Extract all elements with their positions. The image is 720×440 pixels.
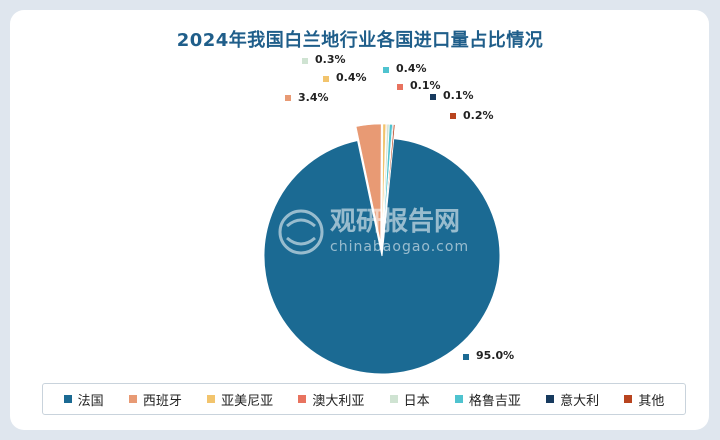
- label-marker-7: [430, 94, 436, 100]
- legend-label: 西班牙: [142, 393, 182, 409]
- legend-item-3: 亚美尼亚: [207, 390, 273, 409]
- data-label-2: 3.4%: [298, 91, 329, 104]
- label-marker-1: [463, 354, 469, 360]
- legend-swatch: [298, 395, 307, 403]
- label-marker-8: [450, 113, 456, 119]
- pie-slice-8: [383, 124, 396, 243]
- legend-label: 日本: [403, 393, 430, 409]
- legend-item-6: 格鲁吉亚: [454, 390, 521, 409]
- legend-swatch: [128, 395, 137, 403]
- legend-item-1: 法国: [63, 390, 104, 409]
- data-label-5: 0.3%: [315, 53, 346, 66]
- label-marker-3: [323, 76, 329, 82]
- legend-item-8: 其他: [624, 390, 664, 409]
- legend-label: 法国: [77, 393, 104, 409]
- label-marker-2: [285, 95, 291, 101]
- label-marker-6: [383, 67, 389, 73]
- data-label-3: 0.4%: [336, 71, 367, 84]
- label-marker-5: [302, 58, 308, 64]
- legend-swatch: [454, 395, 463, 403]
- watermark-site: chinabaogao.com: [330, 239, 469, 255]
- pie-slice-5: [382, 123, 390, 243]
- legend-swatch: [546, 395, 555, 403]
- data-label-1: 95.0%: [476, 349, 514, 362]
- legend-item-2: 西班牙: [128, 390, 182, 409]
- data-label-6: 0.4%: [396, 62, 427, 75]
- chart-title: 2024年我国白兰地行业各国进口量占比情况: [176, 30, 544, 51]
- legend-swatch: [63, 395, 72, 403]
- legend-swatch: [624, 395, 633, 403]
- data-label-4: 0.1%: [410, 79, 441, 92]
- legend-swatch: [207, 395, 216, 403]
- legend-label: 意大利: [560, 393, 600, 409]
- data-label-8: 0.2%: [463, 109, 494, 122]
- legend-label: 亚美尼亚: [221, 393, 274, 409]
- pie-slice-1: [263, 138, 501, 375]
- legend-swatch: [389, 395, 398, 403]
- data-label-7: 0.1%: [443, 89, 474, 102]
- watermark-brand: 观研报告网: [330, 206, 460, 237]
- label-marker-4: [397, 84, 403, 90]
- legend-label: 其他: [638, 393, 665, 409]
- legend-label: 格鲁吉亚: [468, 393, 521, 409]
- watermark: 观研报告网 chinabaogao.com: [278, 206, 469, 255]
- watermark-logo-icon: [278, 209, 324, 255]
- legend-label: 澳大利亚: [312, 393, 365, 409]
- legend-item-4: 澳大利亚: [298, 390, 364, 409]
- pie-slice-2: [355, 123, 382, 243]
- legend: 法国 西班牙 亚美尼亚 澳大利亚 日本 格鲁吉亚 意大利 其他: [42, 383, 686, 415]
- legend-item-5: 日本: [389, 390, 430, 409]
- legend-item-7: 意大利: [546, 390, 599, 409]
- pie-labels: 95.0% 3.4% 0.4% 0.1% 0.3% 0.4% 0.1% 0.2%: [285, 53, 514, 362]
- pie-slices: [263, 123, 501, 375]
